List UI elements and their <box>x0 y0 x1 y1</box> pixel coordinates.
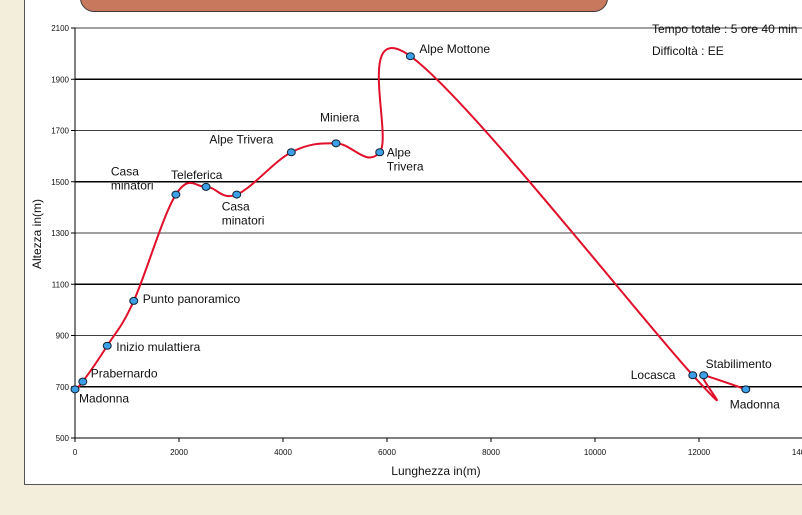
waypoint-label: Alpe Trivera <box>209 132 273 146</box>
waypoint-marker <box>699 371 709 380</box>
difficulty-text: Difficoltà : EE <box>652 44 724 58</box>
x-tick-label: 2000 <box>170 448 188 457</box>
x-tick-label: 0 <box>73 448 78 457</box>
waypoint-label: Punto panoramico <box>143 292 241 306</box>
waypoint-marker <box>405 52 415 61</box>
elevation-line <box>74 47 747 402</box>
waypoint-marker <box>102 341 112 350</box>
y-tick-label: 900 <box>56 332 70 341</box>
waypoint-label: Inizio mulattiera <box>116 340 200 354</box>
waypoint-label: Alpe Mottone <box>419 42 490 56</box>
y-tick-label: 1900 <box>51 75 69 84</box>
x-tick-label: 10000 <box>584 448 607 457</box>
total-time-text: Tempo totale : 5 ore 40 min <box>652 22 798 36</box>
x-tick-label: 12000 <box>688 448 711 457</box>
y-tick-label: 700 <box>56 383 70 392</box>
waypoint-label: Casa minatori <box>222 200 265 228</box>
waypoint-label: Teleferica <box>171 168 223 182</box>
waypoint-marker <box>70 385 80 394</box>
waypoint-marker <box>171 190 181 199</box>
y-tick-label: 1700 <box>51 127 69 136</box>
waypoint-marker <box>375 148 385 157</box>
waypoint-label: Stabilimento <box>706 357 772 371</box>
x-tick-label: 4000 <box>274 448 292 457</box>
y-tick-label: 2100 <box>51 24 69 33</box>
waypoint-marker <box>286 148 296 157</box>
waypoint-label: Locasca <box>631 368 676 382</box>
waypoint-marker <box>741 385 751 394</box>
y-tick-label: 500 <box>56 434 70 443</box>
chart-frame <box>24 0 802 485</box>
waypoint-label: Prabernardo <box>91 367 158 381</box>
x-tick-label: 6000 <box>378 448 396 457</box>
y-tick-label: 1500 <box>51 178 69 187</box>
waypoint-marker <box>78 377 88 386</box>
waypoint-label: Alpe Trivera <box>387 145 424 173</box>
y-tick-label: 1300 <box>51 229 69 238</box>
x-tick-label: 8000 <box>482 448 500 457</box>
waypoint-label: Casa minatori <box>111 165 154 193</box>
waypoint-marker <box>232 190 242 199</box>
waypoint-marker <box>129 296 139 305</box>
x-tick-label: 14000 <box>792 448 802 457</box>
waypoint-label: Madonna <box>79 391 129 405</box>
y-axis-label: Altezza in(m) <box>30 199 44 269</box>
waypoint-marker <box>201 182 211 191</box>
waypoint-marker <box>688 371 698 380</box>
waypoint-label: Miniera <box>320 110 360 124</box>
x-axis-label: Lunghezza in(m) <box>391 464 480 478</box>
waypoint-label: Madonna <box>730 397 780 411</box>
waypoint-marker <box>331 139 341 148</box>
y-tick-label: 1100 <box>52 280 70 289</box>
